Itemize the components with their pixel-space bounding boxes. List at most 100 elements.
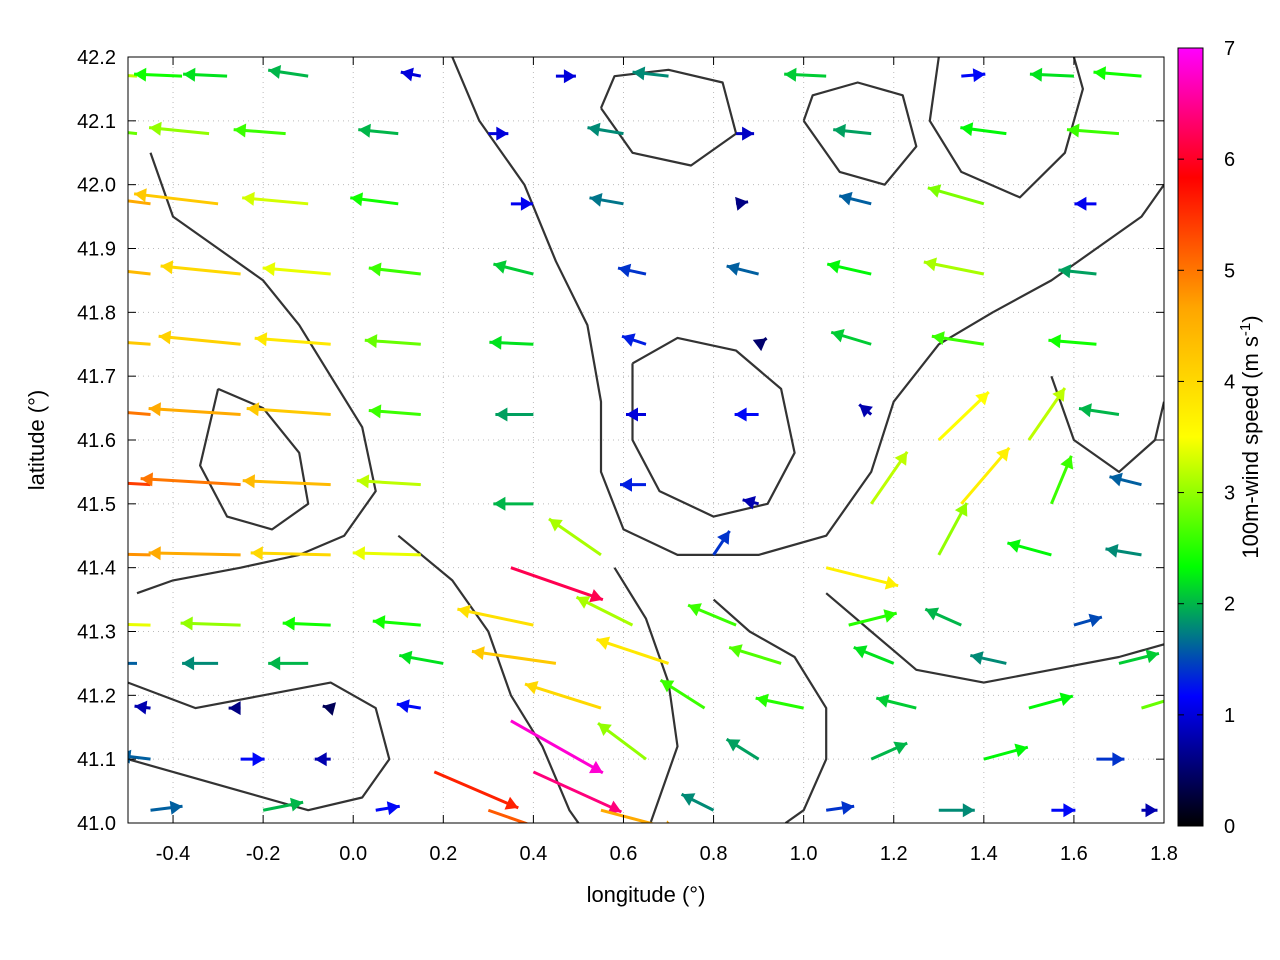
contour-line <box>397 534 580 823</box>
wind-vector <box>924 607 962 627</box>
wind-vector <box>282 616 331 631</box>
y-tick-label: 41.9 <box>77 239 116 261</box>
wind-vector <box>617 263 647 278</box>
wind-vector <box>364 334 421 349</box>
wind-vector <box>555 69 576 84</box>
wind-vector <box>752 337 768 352</box>
wind-vector <box>322 702 336 716</box>
wind-vector <box>128 661 138 665</box>
wind-vector <box>838 191 872 206</box>
y-tick-label: 41.4 <box>77 558 116 580</box>
x-tick-label: 0.0 <box>339 843 367 865</box>
wind-vector <box>358 123 399 138</box>
wind-vector <box>830 329 872 346</box>
colorbar-title: 100m-wind speed (m s-1) <box>1237 315 1263 558</box>
wind-vector <box>937 390 990 442</box>
contour-line <box>128 681 391 812</box>
contour-line <box>631 336 796 518</box>
wind-vector <box>399 650 444 665</box>
wind-vector <box>160 260 241 276</box>
wind-vector <box>471 646 557 665</box>
wind-vector <box>133 67 183 82</box>
wind-vector <box>148 402 241 417</box>
colorbar-tick-label: 1 <box>1224 705 1235 727</box>
wind-vector <box>356 474 421 489</box>
wind-vector <box>140 472 241 487</box>
wind-vector <box>158 330 241 346</box>
y-tick-label: 41.2 <box>77 685 116 707</box>
wind-vector <box>134 700 151 715</box>
contour-line <box>712 598 828 823</box>
wind-vector <box>833 123 872 138</box>
wind-vector <box>826 259 872 276</box>
wind-vector <box>983 743 1029 761</box>
wind-vector <box>961 68 986 83</box>
grid <box>128 56 1165 824</box>
wind-vector <box>368 262 421 277</box>
wind-vector <box>548 517 602 557</box>
wind-vector <box>870 741 908 761</box>
wind-vector <box>372 615 421 630</box>
wind-vector <box>734 407 759 422</box>
y-axis-ticks: 41.0 41.1 41.2 41.3 41.4 41.5 41.6 41.7 41.8 41.9… <box>77 47 1164 835</box>
x-tick-label: 0.6 <box>610 843 638 865</box>
wind-vector <box>128 341 151 346</box>
wind-vector <box>400 67 422 82</box>
colorbar-tick-label: 4 <box>1224 371 1235 393</box>
wind-vector <box>128 411 151 416</box>
wind-vector <box>1093 66 1142 81</box>
wind-vector <box>1078 403 1120 418</box>
wind-vector <box>825 801 855 815</box>
contour-line <box>199 387 310 531</box>
wind-vector <box>875 694 917 710</box>
wind-vector <box>858 403 873 418</box>
wind-vector <box>510 719 604 775</box>
wind-vector <box>495 407 534 422</box>
contour-line <box>451 57 1164 556</box>
wind-vector <box>493 496 534 511</box>
wind-vector <box>250 546 331 561</box>
wind-vector <box>1027 387 1067 441</box>
wind-vector <box>1028 692 1074 710</box>
wind-vector <box>396 699 422 713</box>
wind-vector <box>1118 649 1160 665</box>
wind-vector <box>1066 123 1120 138</box>
x-tick-label: 1.4 <box>970 843 998 865</box>
y-tick-label: 41.0 <box>77 813 116 835</box>
x-tick-label: -0.2 <box>246 843 280 865</box>
wind-vector <box>433 770 519 810</box>
wind-vector <box>784 67 827 82</box>
wind-vector <box>960 122 1007 137</box>
wind-vector <box>1050 455 1074 505</box>
wind-vector <box>128 199 151 206</box>
wind-vector <box>597 721 647 761</box>
colorbar-tick-label: 7 <box>1224 38 1235 60</box>
x-tick-label: 1.0 <box>790 843 818 865</box>
wind-vector <box>1058 264 1097 279</box>
wind-vector <box>489 335 534 350</box>
contour-lines <box>128 57 1164 823</box>
wind-vector <box>148 121 210 136</box>
wind-vector <box>128 622 151 627</box>
y-tick-label: 41.1 <box>77 749 116 771</box>
wind-vector <box>1096 752 1125 767</box>
wind-vector <box>728 644 782 665</box>
wind-vector <box>937 502 969 556</box>
wind-vector <box>368 404 421 419</box>
wind-vector <box>246 402 331 417</box>
wind-vector <box>148 546 241 561</box>
wind-vector <box>1029 67 1074 82</box>
colorbar-tick-label: 0 <box>1224 816 1235 838</box>
wind-vector <box>352 546 421 561</box>
wind-vector <box>457 604 534 627</box>
wind-vector <box>680 792 715 812</box>
contour-line <box>825 592 1164 684</box>
contour-line <box>599 68 738 167</box>
wind-vector <box>150 800 183 815</box>
contour-line <box>613 567 679 823</box>
wind-vector <box>128 749 151 764</box>
wind-vector <box>596 636 669 665</box>
colorbar-ticks: 0 1 2 3 4 5 6 7 <box>1178 38 1235 838</box>
y-tick-label: 41.5 <box>77 494 116 516</box>
